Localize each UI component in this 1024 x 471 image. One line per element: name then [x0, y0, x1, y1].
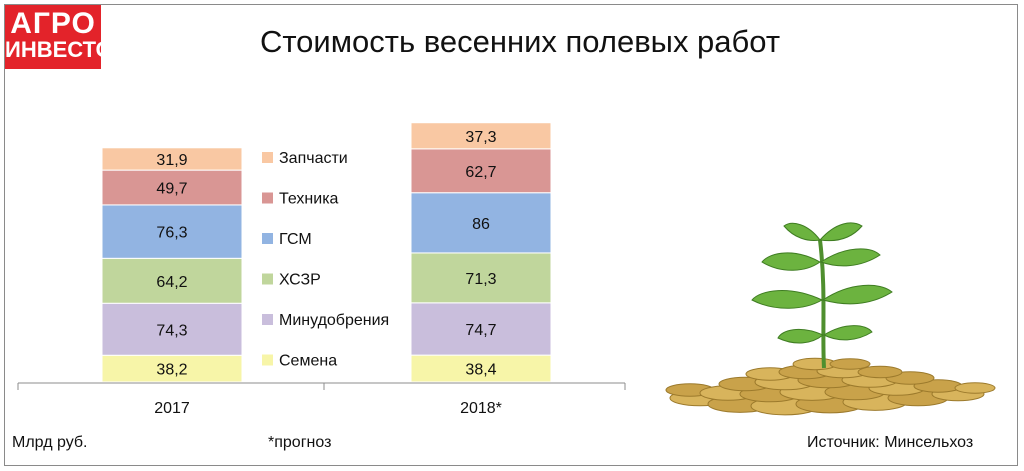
data-label-техника-2: 62,7 [465, 164, 496, 181]
brand-logo: АГРО ИНВЕСТОР [5, 5, 128, 69]
legend-swatch-семена [262, 354, 273, 366]
data-label-техника-1: 49,7 [156, 181, 187, 198]
legend-swatch-минудобрения [262, 314, 273, 325]
coin-shape [954, 382, 996, 394]
x-tick-label-2: 2018* [460, 400, 502, 417]
plant-leaf [783, 222, 821, 241]
bar-segment-техника-2 [410, 148, 552, 194]
logo-line-1: АГРО [10, 7, 96, 40]
plant-leaf [751, 290, 824, 309]
data-label-семена-1: 38,2 [156, 362, 187, 379]
data-label-минудобрения-1: 74,3 [156, 322, 187, 339]
bar-segment-запчасти-2 [410, 122, 552, 150]
legend-swatch-гсм [262, 233, 273, 244]
plant-coins-illustration [665, 222, 996, 416]
data-label-гсм-2: 86 [472, 216, 490, 233]
bar-segment-минудобрения-1 [101, 302, 243, 356]
coin-shape [829, 358, 871, 370]
bar-segment-гсм-2 [410, 192, 552, 254]
coin-shape [857, 365, 903, 379]
x-tick-label-1: 2017 [154, 400, 190, 417]
logo-line-2: ИНВЕСТОР [5, 37, 128, 62]
bar-segment-гсм-1 [101, 204, 243, 259]
source-note: Источник: Минсельхоз [807, 434, 974, 451]
forecast-footnote: *прогноз [268, 434, 332, 451]
bar-segment-хсзр-1 [101, 257, 243, 304]
bar-segment-запчасти-1 [101, 147, 243, 171]
data-label-минудобрения-2: 74,7 [465, 322, 496, 339]
legend-label-минудобрения: Минудобрения [279, 312, 389, 329]
plant-leaf [822, 325, 873, 341]
bar-segment-семена-1 [101, 354, 243, 383]
legend-swatch-хсзр [262, 273, 273, 285]
bar-segment-хсзр-2 [410, 252, 552, 304]
bar-segment-семена-2 [410, 354, 552, 383]
units-note: Млрд руб. [12, 434, 88, 451]
legend-label-семена: Семена [279, 353, 337, 370]
plant-leaf [761, 252, 821, 271]
data-label-хсзр-1: 64,2 [156, 274, 187, 291]
bar-segment-техника-1 [101, 169, 243, 206]
legend-swatch-запчасти [262, 152, 273, 163]
data-label-запчасти-1: 31,9 [156, 152, 187, 169]
data-label-семена-2: 38,4 [465, 362, 496, 379]
plant-leaf [821, 284, 893, 305]
plant-leaf [819, 248, 881, 267]
plant-stem [818, 239, 826, 369]
bar-segment-минудобрения-2 [410, 302, 552, 356]
data-label-запчасти-2: 37,3 [465, 129, 496, 146]
legend-label-техника: Техника [279, 191, 339, 208]
plant-leaf [819, 222, 863, 242]
legend-swatch-техника [262, 192, 273, 204]
data-label-гсм-1: 76,3 [156, 225, 187, 242]
legend-label-хсзр: ХСЗР [279, 272, 321, 289]
plant-leaf [777, 328, 824, 344]
data-label-хсзр-2: 71,3 [465, 271, 496, 288]
chart-title: Стоимость весенних полевых работ [259, 24, 781, 59]
legend-label-запчасти: Запчасти [279, 150, 348, 167]
legend-label-гсм: ГСМ [279, 231, 312, 248]
